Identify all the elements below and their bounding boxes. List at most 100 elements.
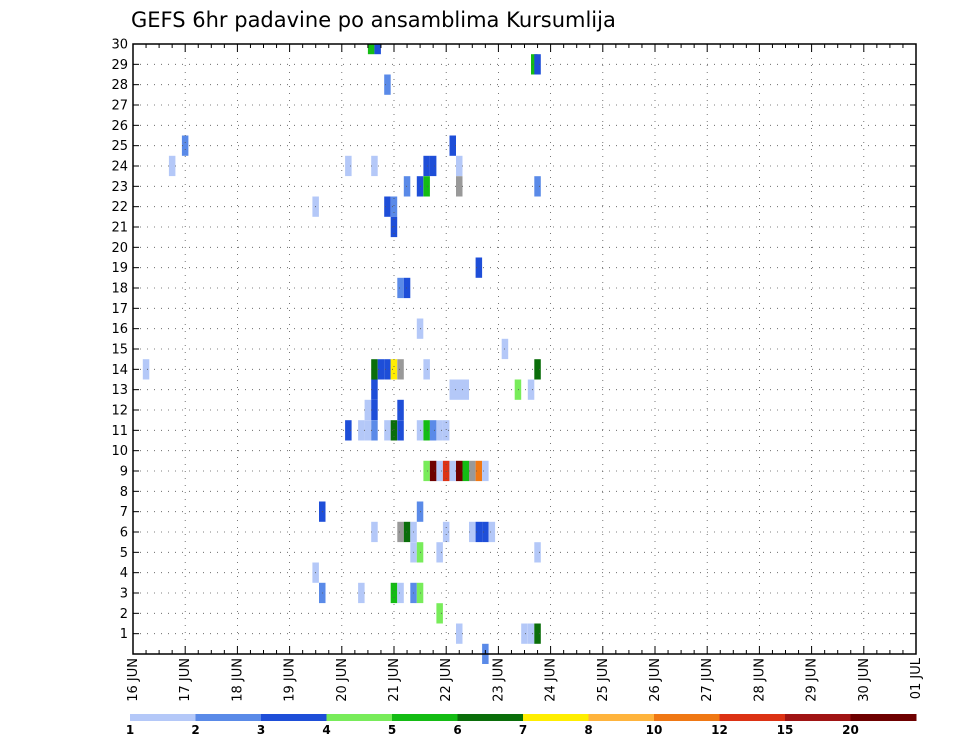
- y-tick-label: 30: [111, 38, 128, 53]
- legend-label: 10: [646, 723, 663, 737]
- legend-swatch: [523, 714, 589, 721]
- legend-swatch: [850, 714, 917, 721]
- heatmap-cell: [469, 521, 476, 543]
- x-tick-label: 17 JUN: [178, 658, 193, 702]
- y-tick-label: 13: [111, 383, 128, 398]
- heatmap-cell: [390, 582, 398, 604]
- heatmap-cell: [390, 359, 398, 380]
- heatmap-cell: [514, 379, 522, 400]
- x-tick-label: 27 JUN: [700, 658, 715, 702]
- heatmap-cell: [371, 399, 378, 421]
- x-tick-label: 21 JUN: [387, 658, 402, 702]
- y-tick-label: 24: [111, 160, 128, 175]
- y-tick-label: 3: [120, 587, 128, 602]
- heatmap-cell: [358, 582, 365, 604]
- legend-label: 15: [777, 723, 794, 737]
- heatmap-cell: [371, 420, 378, 441]
- heatmap-cell: [527, 379, 535, 400]
- legend-label: 6: [453, 723, 461, 737]
- x-tick-label: 01 JUL: [909, 657, 924, 699]
- heatmap-cell: [429, 460, 437, 482]
- heatmap-cell: [436, 603, 443, 624]
- x-axis-ticks: 16 JUN 17 JUN 18 JUN 19 JUN 20 JUN 21 JUN 22 J…: [126, 44, 924, 702]
- heatmap-cell: [482, 460, 489, 482]
- y-tick-label: 21: [111, 221, 128, 236]
- legend-swatch: [457, 714, 524, 721]
- x-tick-label: 23 JUN: [491, 658, 506, 702]
- legend-swatch: [326, 714, 393, 721]
- heatmap-cell: [442, 420, 450, 441]
- y-tick-label: 10: [111, 444, 128, 459]
- heatmap-cell: [534, 623, 541, 644]
- heatmap-cell: [475, 257, 483, 278]
- legend-swatch: [195, 714, 262, 721]
- x-tick-label: 20 JUN: [335, 658, 350, 702]
- y-tick-label: 1: [120, 627, 128, 642]
- heatmap-cell: [462, 379, 469, 400]
- legend-label: 2: [191, 723, 199, 737]
- heatmap-cell: [384, 359, 391, 380]
- x-tick-label: 19 JUN: [283, 658, 298, 702]
- heatmap-cell: [527, 623, 535, 644]
- heatmap-cell: [442, 521, 450, 543]
- y-tick-label: 5: [120, 546, 128, 561]
- y-tick-label: 28: [111, 78, 128, 93]
- heatmap-cell: [423, 460, 430, 482]
- chart-title: GEFS 6hr padavine po ansamblima Kursumli…: [131, 8, 616, 32]
- y-tick-label: 14: [111, 363, 128, 378]
- heatmap-cell: [534, 54, 541, 75]
- heatmap-cell: [488, 521, 496, 543]
- legend-swatch: [654, 714, 720, 721]
- heatmap-cell: [456, 460, 463, 482]
- heatmap-cell: [384, 196, 391, 217]
- y-tick-label: 25: [111, 139, 128, 154]
- legend-swatch: [130, 714, 196, 721]
- heatmap-cell: [364, 399, 372, 421]
- x-tick-label: 29 JUN: [805, 658, 820, 702]
- heatmap-cell: [403, 176, 411, 197]
- heatmap-cell: [436, 460, 443, 482]
- heatmap-cell: [462, 460, 469, 482]
- heatmap-cell: [403, 277, 411, 299]
- legend-swatch: [261, 714, 327, 721]
- color-legend: 1 2 3 4 5 6 7 8 10 12 15 20: [126, 714, 917, 737]
- y-tick-label: 2: [120, 607, 128, 622]
- legend-label: 7: [519, 723, 527, 737]
- heatmap-cell: [469, 460, 476, 482]
- y-tick-label: 11: [111, 424, 128, 439]
- y-tick-label: 9: [120, 465, 128, 480]
- heatmap-cell: [397, 420, 404, 441]
- x-tick-label: 22 JUN: [439, 658, 454, 702]
- heatmap-cell: [364, 420, 372, 441]
- heatmap-cell: [456, 155, 463, 177]
- y-tick-label: 15: [111, 343, 128, 358]
- heatmap-cell: [390, 196, 398, 217]
- heatmap-cell: [390, 420, 398, 441]
- heatmap-cell: [475, 521, 483, 543]
- heatmap-cell: [371, 379, 378, 400]
- heatmap-cell: [436, 420, 443, 441]
- heatmap-cell: [423, 155, 430, 177]
- heatmap-cell: [384, 420, 391, 441]
- heatmap-cell: [456, 623, 463, 644]
- heatmap-cell: [374, 44, 381, 55]
- y-tick-label: 27: [111, 99, 128, 114]
- heatmap-cell: [345, 420, 352, 441]
- y-tick-label: 29: [111, 58, 128, 73]
- y-tick-label: 20: [111, 241, 128, 256]
- legend-label: 20: [842, 723, 859, 737]
- heatmap-cell: [423, 359, 430, 380]
- heatmap-cell: [534, 359, 541, 380]
- x-tick-label: 26 JUN: [648, 658, 663, 702]
- heatmap-cell: [371, 359, 378, 380]
- heatmap-cell: [384, 74, 391, 95]
- heatmap-cell: [449, 460, 456, 482]
- y-tick-label: 16: [111, 322, 128, 337]
- heatmap-cell: [442, 460, 450, 482]
- heatmap-cell: [181, 135, 189, 156]
- x-tick-label: 28 JUN: [752, 658, 767, 702]
- heatmap-cell: [456, 176, 463, 197]
- legend-label: 5: [388, 723, 396, 737]
- legend-label: 1: [126, 723, 134, 737]
